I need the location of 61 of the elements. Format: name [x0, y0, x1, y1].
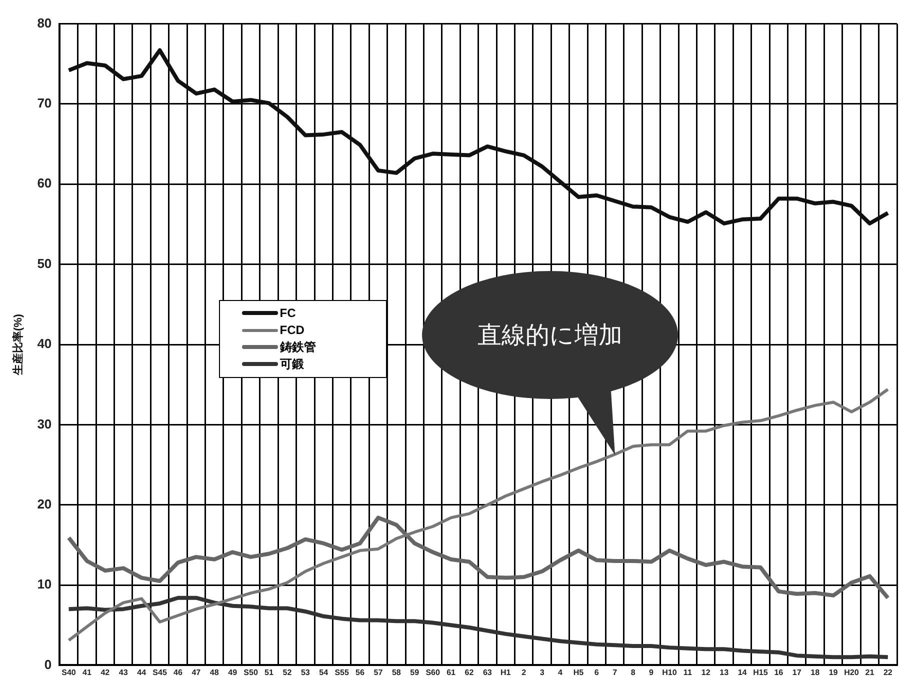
x-tick-label: 62 [464, 668, 474, 678]
x-tick-label: 4 [558, 668, 564, 678]
legend-label: FC [280, 304, 296, 322]
x-tick-label: 11 [683, 668, 692, 678]
x-tick-label: 41 [82, 668, 92, 678]
x-tick-label: 8 [630, 668, 636, 678]
y-tick-label: 0 [44, 656, 52, 672]
y-tick-label: 40 [37, 336, 52, 352]
x-tick-label: 56 [356, 668, 366, 678]
x-tick-label: 54 [319, 668, 329, 678]
x-tick-label: 43 [118, 668, 128, 678]
legend-label: 可鍛 [280, 356, 304, 373]
x-tick-label: 46 [174, 668, 183, 678]
x-tick-label: 58 [392, 668, 402, 678]
x-tick-label: 49 [228, 668, 238, 678]
x-tick-label: 21 [865, 668, 875, 678]
x-tick-label: 61 [446, 668, 456, 678]
annotation: 直線的に増加 [476, 320, 624, 349]
x-tick-label: H20 [844, 668, 860, 678]
x-tick-label: H5 [573, 668, 584, 678]
x-tick-label: 19 [828, 668, 838, 678]
x-tick-label: 48 [210, 668, 220, 678]
x-tick-label: 44 [137, 668, 147, 678]
y-tick-label: 50 [37, 256, 52, 271]
x-tick-label: S45 [152, 668, 168, 678]
x-tick-label: 47 [192, 668, 202, 678]
x-tick-label: 22 [883, 668, 893, 678]
x-tick-label: 51 [264, 668, 274, 678]
x-tick-label: S50 [244, 668, 258, 678]
y-tick-label: 30 [37, 416, 52, 432]
x-tick-label: 9 [649, 668, 654, 678]
x-tick-label: 6 [594, 668, 600, 678]
x-tick-label: S40 [62, 668, 76, 678]
x-tick-label: 12 [701, 668, 711, 678]
x-tick-label: 42 [100, 668, 110, 678]
y-tick-label: 60 [37, 176, 52, 191]
x-tick-label: 52 [282, 668, 292, 678]
y-tick-label: 70 [37, 96, 52, 111]
x-tick-label: 13 [720, 668, 730, 678]
y-tick-label: 10 [37, 576, 52, 592]
x-tick-label: 18 [810, 668, 820, 678]
x-tick-label: 2 [522, 668, 527, 678]
x-tick-label: S60 [426, 668, 440, 678]
x-tick-label: H15 [753, 668, 768, 678]
y-tick-label: 80 [37, 15, 52, 30]
x-tick-label: 53 [300, 668, 310, 678]
x-tick-label: 14 [738, 668, 748, 678]
x-tick-label: S55 [334, 668, 350, 678]
x-tick-label: H1 [500, 668, 512, 678]
y-axis-title: 生産比率(%) [12, 314, 25, 376]
legend-label: 鋳鉄管 [280, 338, 316, 356]
x-tick-label: 17 [792, 668, 802, 678]
x-tick-label: 3 [540, 668, 545, 678]
x-tick-label: 63 [482, 668, 492, 678]
x-tick-label: 16 [774, 668, 784, 678]
x-tick-label: H10 [662, 668, 678, 678]
x-tick-label: 57 [374, 668, 384, 678]
legend-label: FCD [280, 322, 304, 339]
x-tick-label: 59 [410, 668, 420, 678]
y-tick-label: 20 [37, 496, 52, 512]
x-tick-label: 7 [612, 668, 618, 678]
